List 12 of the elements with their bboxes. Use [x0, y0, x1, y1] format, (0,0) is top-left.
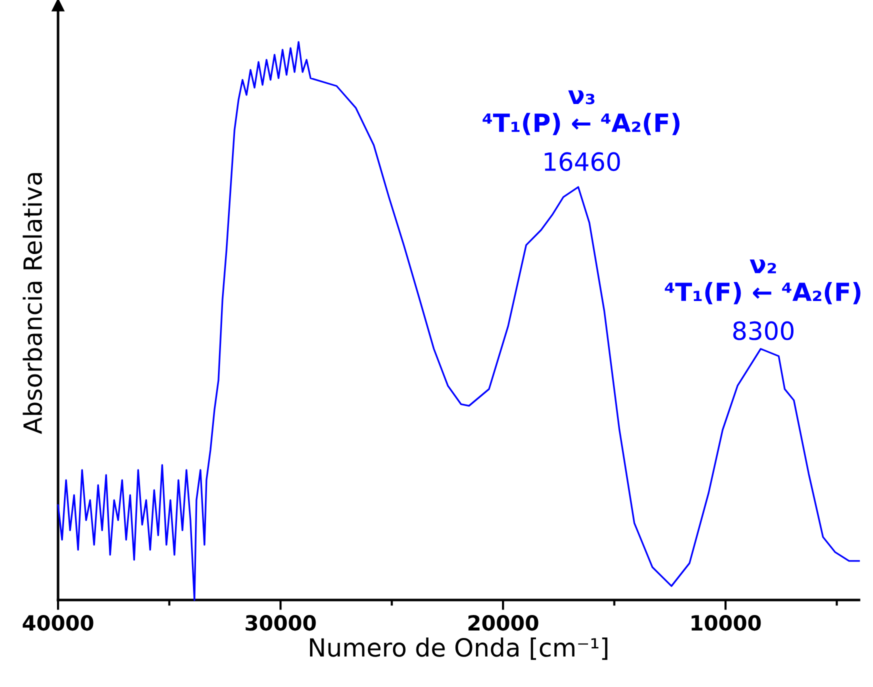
annotation: ⁴T₁(F) ← ⁴A₂(F) [664, 282, 860, 304]
x-tick-label: 40000 [22, 614, 94, 631]
annotation: ν₂ [750, 259, 776, 274]
annotation: 8300 [733, 321, 794, 340]
x-tick-label: 30000 [246, 614, 316, 631]
annotation: ν₃ [568, 90, 594, 104]
x-tick-label: 20000 [468, 614, 538, 631]
x-axis-title: Numero de Onda [cm⁻¹] [310, 638, 608, 660]
annotation: 16460 [544, 152, 620, 172]
annotation: ⁴T₁(P) ← ⁴A₂(F) [482, 112, 680, 136]
y-axis-title: Absorbancia Relativa [22, 173, 42, 434]
x-tick-label: 10000 [692, 614, 761, 631]
